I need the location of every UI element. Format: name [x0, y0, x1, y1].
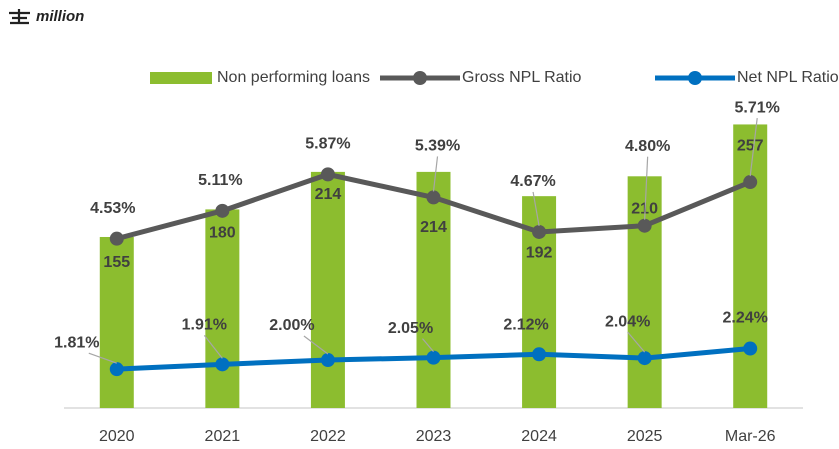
currency-icon [9, 9, 30, 25]
marker [109, 362, 124, 377]
x-tick-label: 2020 [99, 428, 135, 445]
x-tick-label: Mar-26 [725, 428, 776, 445]
bar [416, 171, 451, 408]
marker [320, 353, 335, 368]
x-tick-label: 2023 [416, 428, 452, 445]
marker [426, 350, 441, 365]
legend-label: Non performing loans [217, 69, 370, 86]
x-tick-label: 2021 [205, 428, 241, 445]
data-label: 2.24% [723, 310, 768, 327]
marker [320, 167, 335, 182]
marker [215, 203, 230, 218]
marker [743, 341, 758, 356]
data-label: 2.05% [388, 320, 433, 337]
data-label: 5.39% [415, 138, 460, 155]
data-label: 5.11% [198, 172, 242, 189]
data-label: 1.91% [182, 317, 227, 334]
data-label: 2.00% [269, 317, 314, 334]
leader-line [432, 156, 439, 192]
data-label: 214 [315, 186, 342, 203]
marker [637, 351, 652, 366]
leader-line [303, 335, 329, 355]
data-label: 5.71% [735, 99, 780, 116]
marker [426, 190, 441, 205]
data-label: 2.04% [605, 313, 650, 330]
x-tick-label: 2025 [627, 428, 663, 445]
leader-line [627, 331, 646, 353]
data-label: 4.67% [510, 173, 555, 190]
data-label: 257 [737, 138, 764, 155]
data-label: 5.87% [305, 136, 350, 153]
legend-swatch [688, 71, 702, 85]
data-label: 2.12% [503, 316, 548, 333]
bar [310, 171, 345, 408]
bar [733, 124, 768, 409]
leader-line [203, 334, 223, 359]
marker [215, 357, 230, 372]
x-tick-label: 2024 [521, 428, 557, 445]
data-label: 1.81% [54, 334, 99, 351]
marker [743, 175, 758, 190]
marker [532, 347, 547, 362]
leader-line [422, 338, 434, 353]
marker [637, 218, 652, 233]
marker [109, 231, 124, 246]
data-label: 155 [103, 254, 130, 271]
marker [532, 224, 547, 239]
data-label: 180 [209, 225, 236, 242]
leader-line [88, 352, 117, 364]
unit-label: million [36, 8, 84, 25]
legend-label: Net NPL Ratio [737, 69, 839, 86]
legend-swatch [413, 71, 427, 85]
leader-line [749, 117, 758, 177]
legend-swatch [150, 72, 212, 84]
data-label: 214 [420, 219, 447, 236]
data-label: 192 [526, 244, 553, 261]
data-label: 4.53% [90, 200, 135, 217]
data-label: 4.80% [625, 138, 670, 155]
leader-line [644, 156, 649, 220]
legend-label: Gross NPL Ratio [462, 69, 582, 86]
bar [205, 209, 240, 408]
x-tick-label: 2022 [310, 428, 346, 445]
leader-line [532, 191, 540, 227]
bar [99, 236, 134, 408]
